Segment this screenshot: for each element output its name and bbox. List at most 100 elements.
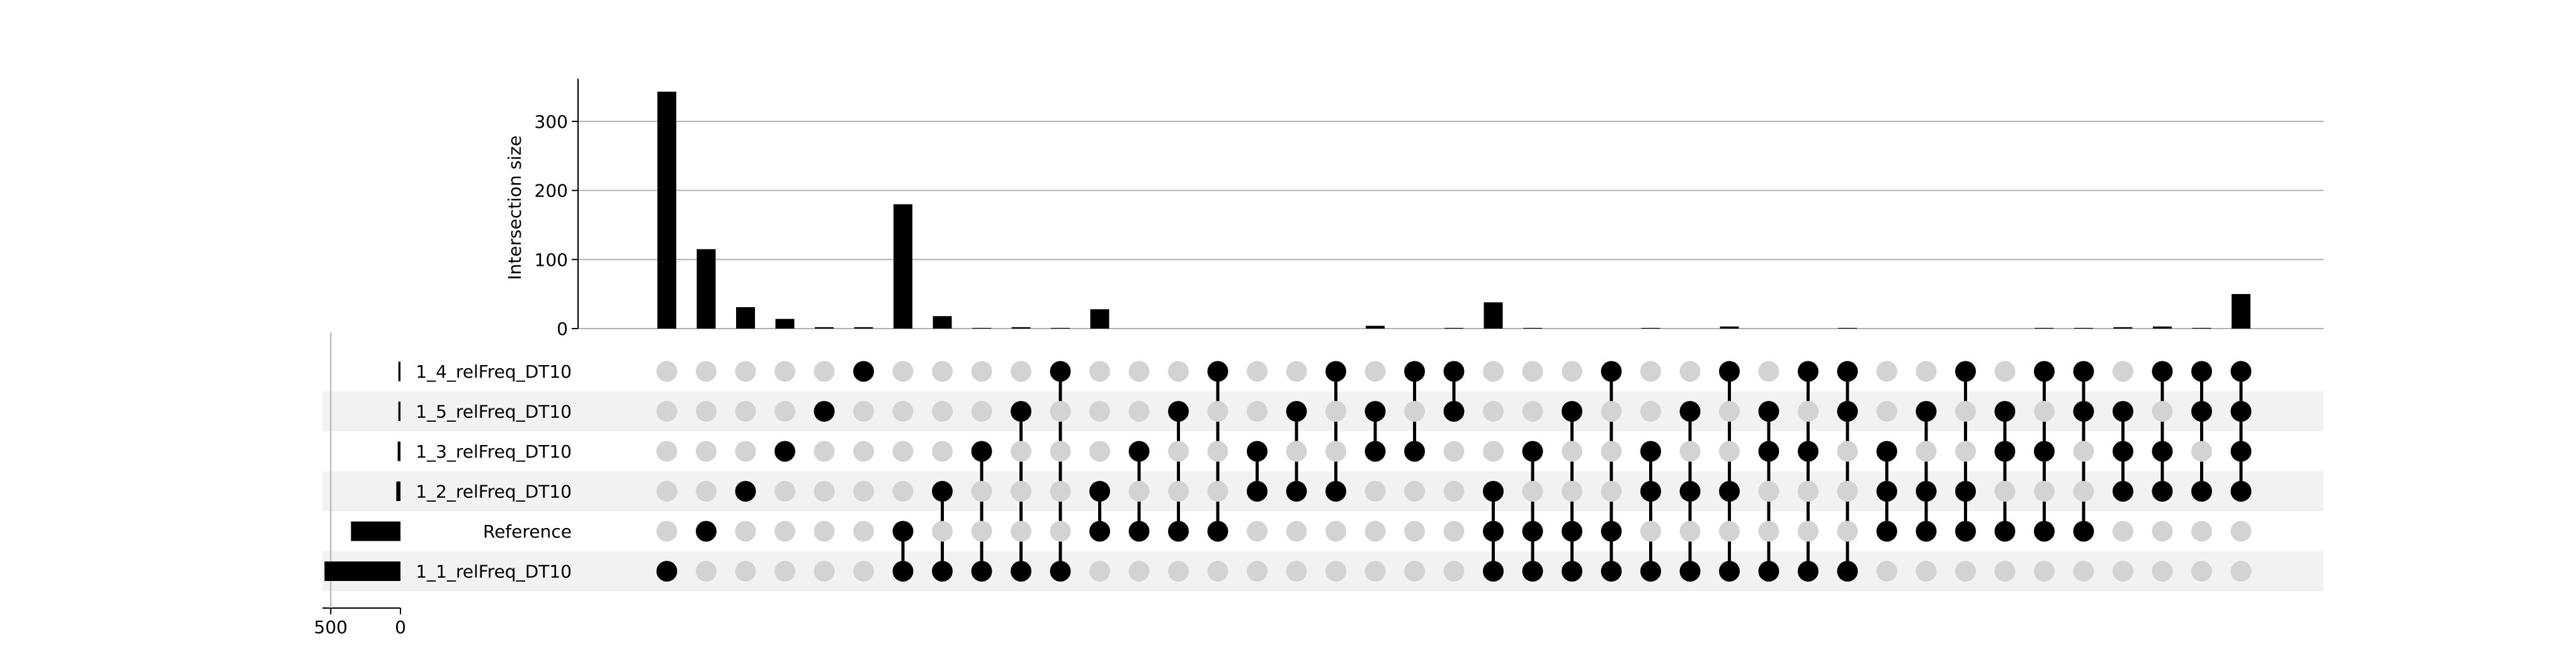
matrix-dot-filled (1168, 521, 1189, 542)
matrix-dot-empty (1837, 481, 1858, 502)
matrix-dot-empty (1089, 361, 1110, 382)
set-labels: 1_4_relFreq_DT10 1_5_relFreq_DT10 1_3_relF… (416, 361, 572, 582)
matrix-dot-filled (2113, 481, 2133, 502)
matrix-dot-empty (2230, 561, 2252, 582)
matrix-dot-empty (696, 561, 717, 582)
matrix-dot-empty (656, 521, 678, 542)
matrix-dot-filled (1522, 561, 1543, 582)
intersection-bar (815, 327, 834, 329)
matrix-dot-empty (1325, 441, 1346, 462)
intersection-bar (657, 91, 676, 329)
matrix-dot-filled (1679, 561, 1701, 582)
matrix-dot-empty (2034, 401, 2055, 422)
matrix-dot-empty (1562, 361, 1582, 382)
matrix-dot-empty (1994, 361, 2016, 382)
matrix-dot-empty (775, 401, 795, 422)
matrix-dot-empty (1168, 361, 1189, 382)
intersection-gridlines (578, 120, 2324, 329)
matrix-dot-empty (696, 401, 717, 422)
matrix-dot-empty (1365, 481, 1386, 502)
matrix-dot-empty (2230, 521, 2252, 542)
matrix-dot-empty (1128, 481, 1150, 502)
matrix-dot-filled (1758, 561, 1779, 582)
matrix-dot-empty (1798, 481, 1819, 502)
matrix-dot-filled (735, 481, 756, 502)
matrix-dot-empty (892, 481, 914, 502)
y-tick-label: 200 (535, 181, 568, 201)
matrix-dot-filled (1994, 401, 2016, 422)
matrix-dot-empty (1286, 521, 1307, 542)
matrix-dot-empty (1168, 481, 1189, 502)
matrix-dot-empty (971, 361, 992, 382)
matrix-dot-filled (1522, 441, 1543, 462)
matrix-dot-filled (1207, 361, 1228, 382)
matrix-dot-filled (1562, 561, 1582, 582)
matrix-dot-filled (1876, 521, 1897, 542)
matrix-dot-empty (735, 441, 756, 462)
intersection-bar (1090, 309, 1109, 329)
matrix-dot-empty (2152, 561, 2173, 582)
matrix-dot-filled (1128, 441, 1150, 462)
matrix-dot-filled (2034, 521, 2055, 542)
matrix-dot-empty (1325, 521, 1346, 542)
matrix-dot-empty (1562, 441, 1582, 462)
matrix-dot-empty (1050, 481, 1071, 502)
matrix-dot-filled (892, 561, 914, 582)
matrix-dot-filled (1011, 561, 1031, 582)
y-tick-label: 100 (535, 249, 568, 270)
matrix-dot-filled (1837, 361, 1858, 382)
matrix-dot-filled (1247, 441, 1268, 462)
matrix-dot-empty (1168, 441, 1189, 462)
matrix-dot-empty (892, 361, 914, 382)
matrix-dot-filled (2073, 401, 2094, 422)
intersection-bar (1838, 327, 1857, 329)
matrix-dot-filled (1758, 441, 1779, 462)
matrix-dot-empty (696, 441, 717, 462)
matrix-dot-filled (1994, 521, 2016, 542)
matrix-dot-filled (1286, 481, 1307, 502)
matrix-dot-filled (1798, 361, 1819, 382)
matrix-dot-empty (2113, 361, 2133, 382)
set-label: Reference (483, 521, 572, 542)
matrix-dot-empty (1758, 361, 1779, 382)
matrix-dot-empty (735, 521, 756, 542)
matrix-dot-empty (1798, 401, 1819, 422)
matrix-dot-filled (1247, 481, 1268, 502)
matrix-dot-empty (1365, 521, 1386, 542)
matrix-dot-filled (1601, 521, 1622, 542)
matrix-dot-filled (1443, 361, 1465, 382)
matrix-dot-empty (1247, 361, 1268, 382)
matrix-dot-filled (1286, 401, 1307, 422)
matrix-dot-empty (656, 481, 678, 502)
matrix-dot-filled (2230, 441, 2252, 462)
matrix-dot-empty (775, 481, 795, 502)
matrix-dot-empty (1679, 441, 1701, 462)
matrix-dot-filled (1325, 361, 1346, 382)
intersection-bar (1444, 327, 1463, 329)
matrix-dot-empty (2191, 521, 2212, 542)
matrix-dot-empty (1601, 441, 1622, 462)
matrix-dot-empty (1758, 481, 1779, 502)
matrix-dot-empty (1915, 561, 1937, 582)
matrix-dot-empty (1128, 561, 1150, 582)
matrix-dot-empty (656, 441, 678, 462)
matrix-dot-empty (853, 401, 874, 422)
matrix-dot-empty (1286, 441, 1307, 462)
matrix-dot-filled (1955, 361, 1976, 382)
matrix-dot-empty (1522, 481, 1543, 502)
set-size-tick-label: 500 (314, 617, 348, 638)
matrix-dot-empty (775, 521, 795, 542)
matrix-dot-empty (932, 361, 953, 382)
matrix-dot-empty (1443, 561, 1465, 582)
intersection-matrix (656, 361, 2252, 582)
matrix-dot-empty (2191, 561, 2212, 582)
matrix-dot-filled (1562, 401, 1582, 422)
intersection-bar (1366, 325, 1385, 329)
matrix-dot-filled (1050, 361, 1071, 382)
matrix-dot-empty (1798, 521, 1819, 542)
matrix-dot-empty (1404, 481, 1425, 502)
row-bands (322, 391, 2324, 592)
matrix-dot-empty (1955, 441, 1976, 462)
set-label: 1_5_relFreq_DT10 (416, 402, 572, 422)
intersection-bar (2153, 326, 2172, 329)
